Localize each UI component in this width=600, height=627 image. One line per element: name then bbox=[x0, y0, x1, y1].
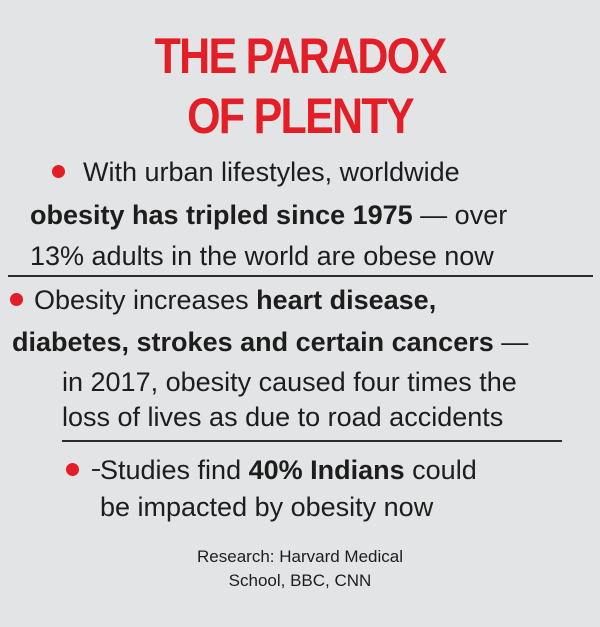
source-line-1: Research: Harvard Medical bbox=[197, 547, 403, 566]
bullet-3-line-1: Studies find 40% Indians could bbox=[100, 453, 477, 487]
bullet-3-highlight: 40% Indians bbox=[248, 455, 405, 485]
bullet-3-line-1-text: Studies find bbox=[100, 455, 249, 485]
headline-line-1: THE PARADOX bbox=[154, 28, 448, 84]
divider-2 bbox=[62, 440, 562, 442]
bullet-2-line-2: diabetes, strokes and certain cancers — bbox=[12, 325, 528, 359]
bullet-2-line-3: in 2017, obesity caused four times the bbox=[62, 367, 517, 397]
source-line-2: School, BBC, CNN bbox=[228, 571, 372, 590]
dash-mark bbox=[92, 469, 100, 471]
bullet-2-highlight-1: heart disease, bbox=[256, 285, 437, 315]
bullet-2-highlight-2: diabetes, strokes and certain cancers bbox=[12, 327, 494, 357]
bullet-2-dot-icon bbox=[10, 293, 23, 306]
bullet-3-line-2: be impacted by obesity now bbox=[100, 492, 434, 522]
bullet-3-dot-icon bbox=[66, 463, 79, 476]
bullet-2-line-1: Obesity increases heart disease, bbox=[34, 283, 436, 317]
bullet-1-line-1: With urban lifestyles, worldwide bbox=[83, 157, 460, 187]
divider-1 bbox=[8, 275, 593, 277]
headline-line-2: OF PLENTY bbox=[187, 88, 415, 144]
bullet-1-highlight: obesity has tripled since 1975 bbox=[30, 200, 413, 230]
bullet-1-line-3: 13% adults in the world are obese now bbox=[30, 241, 494, 271]
bullet-2-line-4: loss of lives as due to road accidents bbox=[62, 402, 504, 432]
bullet-2-line-2-rest: — bbox=[493, 327, 529, 357]
bullet-2-line-1-text: Obesity increases bbox=[34, 285, 257, 315]
bullet-1-line-2-rest: — over bbox=[412, 200, 508, 230]
bullet-1-line-2: obesity has tripled since 1975 — over bbox=[30, 198, 507, 232]
bullet-3-line-1-rest: could bbox=[404, 455, 477, 485]
bullet-1-dot-icon bbox=[52, 165, 65, 178]
